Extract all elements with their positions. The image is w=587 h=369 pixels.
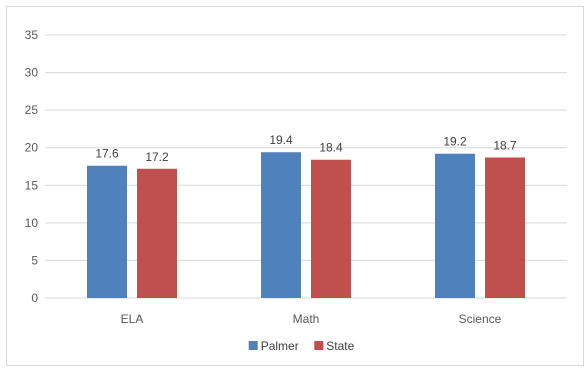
data-label: 18.4	[319, 141, 343, 155]
bar-palmer-math	[261, 152, 301, 298]
data-label: 17.2	[145, 150, 169, 164]
bar-state-science	[485, 157, 525, 298]
bar-state-math	[311, 159, 351, 298]
legend-label-state: State	[326, 339, 354, 353]
bars	[87, 152, 525, 298]
bar-palmer-science	[435, 153, 475, 298]
y-tick-label: 10	[25, 216, 39, 230]
data-label: 18.7	[493, 138, 517, 152]
y-tick-label: 25	[25, 103, 39, 117]
x-tick-label: Math	[293, 312, 320, 326]
data-label: 17.6	[95, 147, 119, 161]
y-tick-label: 20	[25, 141, 39, 155]
gridlines	[45, 34, 567, 299]
y-tick-label: 30	[25, 66, 39, 80]
y-tick-label: 0	[31, 291, 38, 305]
data-label: 19.2	[443, 135, 467, 149]
legend-label-palmer: Palmer	[261, 339, 299, 353]
data-label: 19.4	[269, 133, 293, 147]
y-tick-label: 5	[31, 253, 38, 267]
x-tick-label: ELA	[121, 312, 144, 326]
x-tick-label: Science	[459, 312, 502, 326]
data-labels: 17.6 17.2 19.4 18.4 19.2 18.7	[95, 133, 517, 164]
y-axis-ticks: 0 5 10 15 20 25 30 35	[25, 28, 39, 305]
bar-state-ela	[137, 168, 177, 298]
legend-swatch-state	[314, 341, 324, 350]
x-axis-ticks: ELA Math Science	[121, 312, 502, 326]
bar-palmer-ela	[87, 165, 127, 298]
y-tick-label: 35	[25, 28, 39, 42]
legend: Palmer State	[248, 339, 355, 353]
y-tick-label: 15	[25, 178, 39, 192]
legend-swatch-palmer	[248, 341, 258, 350]
